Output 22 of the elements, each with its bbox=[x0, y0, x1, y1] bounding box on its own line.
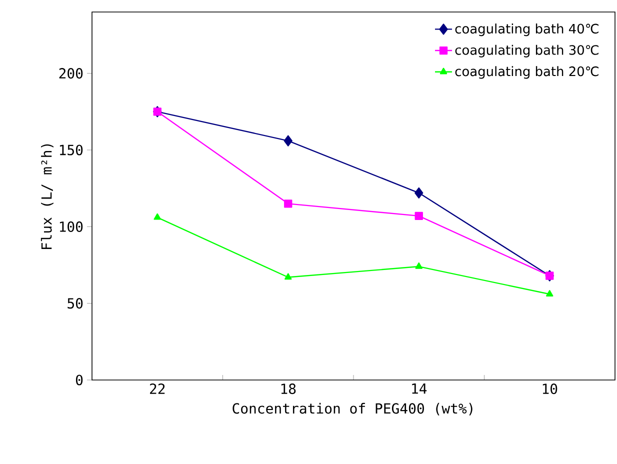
point bbox=[154, 213, 161, 220]
y-axis-title: Flux (L/ m²h) bbox=[40, 144, 54, 249]
y-tick-label: 0 bbox=[76, 374, 83, 386]
legend-label: coagulating bath 40℃ bbox=[455, 24, 598, 36]
point bbox=[414, 187, 424, 199]
y-tick-label: 150 bbox=[60, 144, 83, 156]
x-tick-label: 10 bbox=[542, 384, 558, 394]
point bbox=[284, 135, 292, 146]
y-tick-label: 50 bbox=[68, 298, 83, 309]
point bbox=[284, 273, 292, 280]
legend-label: coagulating bath 30℃ bbox=[455, 44, 598, 58]
x-tick-label: 18 bbox=[281, 384, 296, 394]
point bbox=[546, 290, 554, 296]
point bbox=[415, 262, 422, 269]
y-tick-label: 100 bbox=[60, 221, 83, 232]
y-tick-label: 200 bbox=[59, 68, 83, 79]
point bbox=[414, 212, 423, 220]
point bbox=[284, 200, 292, 208]
x-tick-label: 22 bbox=[150, 384, 165, 394]
x-tick-label: 14 bbox=[412, 384, 427, 394]
x-axis-title: Concentration of PEG400 (wt%) bbox=[232, 402, 472, 416]
legend-label: coagulating bath 20℃ bbox=[455, 66, 598, 79]
